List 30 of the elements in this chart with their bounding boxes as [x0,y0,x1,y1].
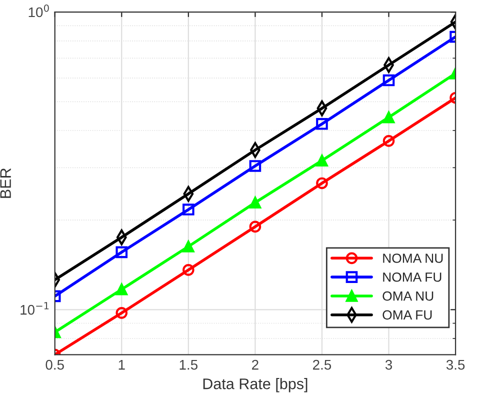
point [249,220,262,233]
point [249,196,262,208]
y-tick-label: 10$^{−1}$ [20,302,49,315]
x-tick-label: 1 [118,360,125,370]
legend-label: OMA NU [382,291,434,301]
x-tick-label: 3 [385,360,392,370]
point [116,307,128,319]
legend-label: OMA FU [382,310,432,320]
point [316,118,328,130]
point [182,204,194,216]
x-tick-label: 1.5 [180,360,198,370]
point [182,264,194,276]
point [116,246,128,258]
point [316,154,328,166]
x-tick-label: 2.5 [313,360,332,370]
x-axis-title: Data Rate [bps] [203,378,308,392]
point [182,240,194,252]
point [382,111,395,124]
y-axis-title: BER [0,168,11,198]
x-tick-label: 0.5 [46,360,64,370]
x-tick-label: 2 [252,360,258,370]
x-tick-label: 3.5 [446,360,465,370]
point [382,74,395,86]
point [249,160,262,172]
legend-label: NOMA FU [383,272,442,282]
y-tick-label: 10$^{0}$ [28,4,49,18]
point [316,177,328,190]
point [116,283,128,296]
point [382,135,395,147]
legend-label: NOMA NU [383,254,443,263]
